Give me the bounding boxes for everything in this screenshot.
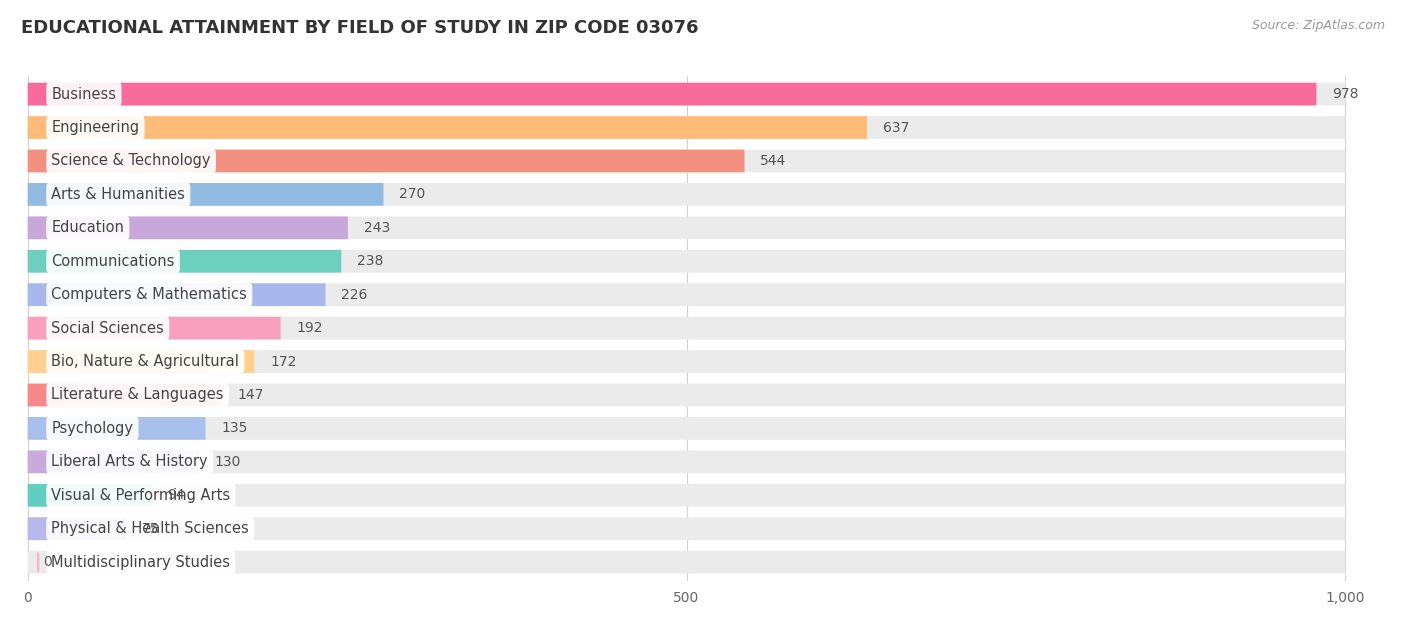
Text: Physical & Health Sciences: Physical & Health Sciences [52, 521, 249, 536]
FancyBboxPatch shape [28, 216, 347, 239]
Text: 94: 94 [167, 488, 186, 502]
FancyBboxPatch shape [28, 317, 1346, 339]
FancyBboxPatch shape [28, 150, 745, 172]
Text: 637: 637 [883, 121, 910, 134]
FancyBboxPatch shape [28, 183, 384, 206]
Text: 270: 270 [399, 187, 426, 201]
FancyBboxPatch shape [28, 250, 342, 273]
Text: 192: 192 [297, 321, 323, 335]
FancyBboxPatch shape [28, 517, 1346, 540]
FancyBboxPatch shape [28, 350, 1346, 373]
FancyBboxPatch shape [28, 417, 1346, 440]
FancyBboxPatch shape [28, 417, 205, 440]
FancyBboxPatch shape [28, 83, 1316, 105]
FancyBboxPatch shape [28, 116, 868, 139]
Text: EDUCATIONAL ATTAINMENT BY FIELD OF STUDY IN ZIP CODE 03076: EDUCATIONAL ATTAINMENT BY FIELD OF STUDY… [21, 19, 699, 37]
FancyBboxPatch shape [28, 283, 325, 306]
Text: Psychology: Psychology [52, 421, 134, 436]
FancyBboxPatch shape [28, 551, 1346, 574]
Text: 226: 226 [342, 288, 367, 302]
Text: 135: 135 [221, 422, 247, 435]
FancyBboxPatch shape [28, 451, 1346, 473]
FancyBboxPatch shape [28, 317, 281, 339]
Text: Engineering: Engineering [52, 120, 139, 135]
Text: 147: 147 [238, 388, 263, 402]
FancyBboxPatch shape [28, 150, 1346, 172]
Text: Liberal Arts & History: Liberal Arts & History [52, 454, 208, 469]
FancyBboxPatch shape [28, 216, 1346, 239]
Text: Source: ZipAtlas.com: Source: ZipAtlas.com [1251, 19, 1385, 32]
FancyBboxPatch shape [28, 484, 1346, 507]
Text: 0: 0 [44, 555, 52, 569]
Text: Education: Education [52, 220, 124, 235]
Text: 75: 75 [142, 522, 160, 536]
Text: Social Sciences: Social Sciences [52, 321, 165, 336]
FancyBboxPatch shape [28, 451, 200, 473]
Text: Arts & Humanities: Arts & Humanities [52, 187, 186, 202]
FancyBboxPatch shape [28, 183, 1346, 206]
Text: 130: 130 [215, 455, 242, 469]
FancyBboxPatch shape [28, 384, 221, 406]
FancyBboxPatch shape [28, 83, 1346, 105]
FancyBboxPatch shape [28, 484, 152, 507]
Text: Literature & Languages: Literature & Languages [52, 387, 224, 403]
Text: Computers & Mathematics: Computers & Mathematics [52, 287, 247, 302]
Text: 243: 243 [364, 221, 389, 235]
FancyBboxPatch shape [28, 517, 127, 540]
Text: Communications: Communications [52, 254, 174, 269]
FancyBboxPatch shape [28, 283, 1346, 306]
Text: 238: 238 [357, 254, 384, 268]
Text: Bio, Nature & Agricultural: Bio, Nature & Agricultural [52, 354, 239, 369]
FancyBboxPatch shape [28, 384, 1346, 406]
FancyBboxPatch shape [28, 116, 1346, 139]
Text: Multidisciplinary Studies: Multidisciplinary Studies [52, 555, 231, 570]
Text: Science & Technology: Science & Technology [52, 153, 211, 168]
Text: Visual & Performing Arts: Visual & Performing Arts [52, 488, 231, 503]
FancyBboxPatch shape [28, 350, 254, 373]
Text: Business: Business [52, 86, 117, 102]
FancyBboxPatch shape [28, 250, 1346, 273]
Text: 544: 544 [761, 154, 786, 168]
Text: 978: 978 [1333, 87, 1358, 101]
Text: 172: 172 [270, 355, 297, 369]
